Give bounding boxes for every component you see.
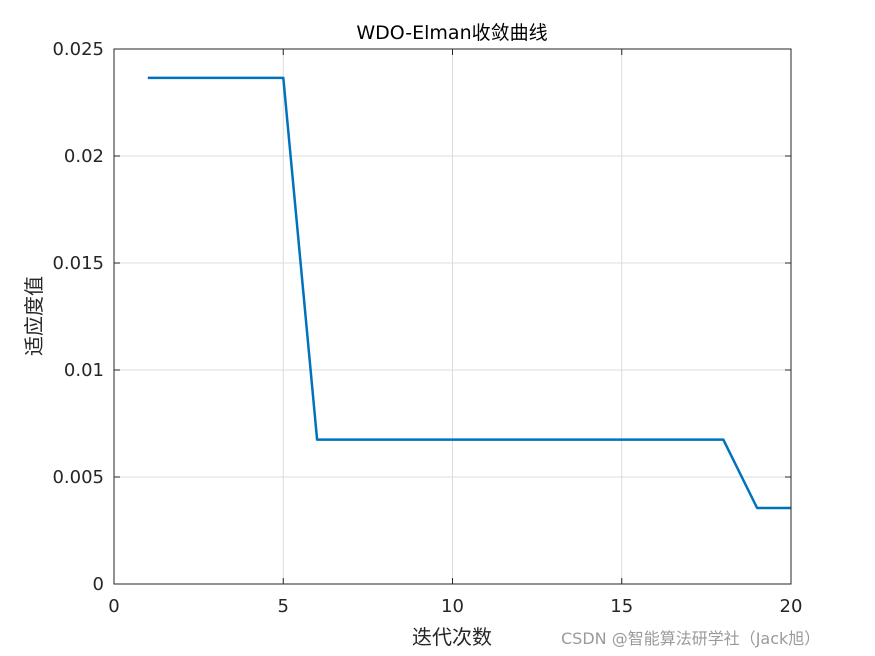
y-tick-label: 0.005 — [52, 467, 104, 488]
y-axis-label: 适应度值 — [22, 276, 46, 356]
y-tick-label: 0.025 — [52, 39, 104, 60]
x-tick-label: 10 — [441, 596, 464, 617]
x-tick-label: 20 — [780, 596, 803, 617]
watermark-text: CSDN @智能算法研学社（Jack旭） — [561, 629, 821, 648]
grid — [114, 49, 791, 584]
series-line — [147, 76, 791, 510]
x-axis-label: 迭代次数 — [412, 625, 492, 649]
y-tick-label: 0.02 — [64, 146, 104, 167]
ticks: 0 5 10 15 20 0 0.005 0.01 0.015 0.02 0.025 — [52, 39, 802, 617]
series-layer — [147, 76, 791, 510]
y-tick-label: 0.01 — [64, 360, 104, 381]
y-tick-label: 0 — [93, 574, 104, 595]
x-tick-label: 0 — [108, 596, 119, 617]
y-tick-label: 0.015 — [52, 253, 104, 274]
x-tick-label: 5 — [278, 596, 289, 617]
chart-title: WDO-Elman收敛曲线 — [356, 22, 547, 44]
x-tick-label: 15 — [610, 596, 633, 617]
